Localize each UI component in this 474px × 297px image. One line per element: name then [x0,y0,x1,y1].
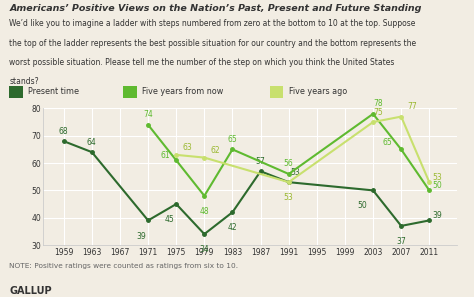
Text: 53: 53 [433,173,443,182]
Text: NOTE: Positive ratings were counted as ratings from six to 10.: NOTE: Positive ratings were counted as r… [9,263,238,269]
Text: 68: 68 [59,127,69,136]
Text: 53: 53 [284,193,293,202]
Text: worst possible situation. Please tell me the number of the step on which you thi: worst possible situation. Please tell me… [9,58,395,67]
Text: 56: 56 [284,159,293,168]
Text: Five years ago: Five years ago [289,87,347,96]
Text: Five years from now: Five years from now [142,87,223,96]
Text: 48: 48 [200,207,209,216]
Text: 39: 39 [137,232,146,241]
Text: 77: 77 [408,102,417,111]
Text: Americans’ Positive Views on the Nation’s Past, Present and Future Standing: Americans’ Positive Views on the Nation’… [9,4,422,13]
Text: 74: 74 [143,110,153,119]
Text: the top of the ladder represents the best possible situation for our country and: the top of the ladder represents the bes… [9,39,417,48]
Text: Present time: Present time [28,87,80,96]
Text: 57: 57 [255,157,265,166]
Text: 53: 53 [291,168,301,177]
Text: 42: 42 [228,223,237,232]
Text: 65: 65 [228,135,237,144]
Text: 39: 39 [433,211,443,220]
Text: 50: 50 [433,181,443,190]
Text: 75: 75 [374,108,383,116]
Text: 50: 50 [357,201,367,211]
Text: 61: 61 [160,151,170,160]
Text: 45: 45 [164,215,174,224]
Text: 63: 63 [182,143,192,152]
Text: GALLUP: GALLUP [9,286,52,296]
Text: 65: 65 [383,138,392,147]
Text: 64: 64 [87,138,97,146]
Text: 37: 37 [396,237,406,246]
Text: 78: 78 [374,99,383,108]
Text: We’d like you to imagine a ladder with steps numbered from zero at the bottom to: We’d like you to imagine a ladder with s… [9,19,416,28]
Text: 62: 62 [210,146,220,155]
Text: stands?: stands? [9,77,39,86]
Text: 34: 34 [200,245,209,254]
